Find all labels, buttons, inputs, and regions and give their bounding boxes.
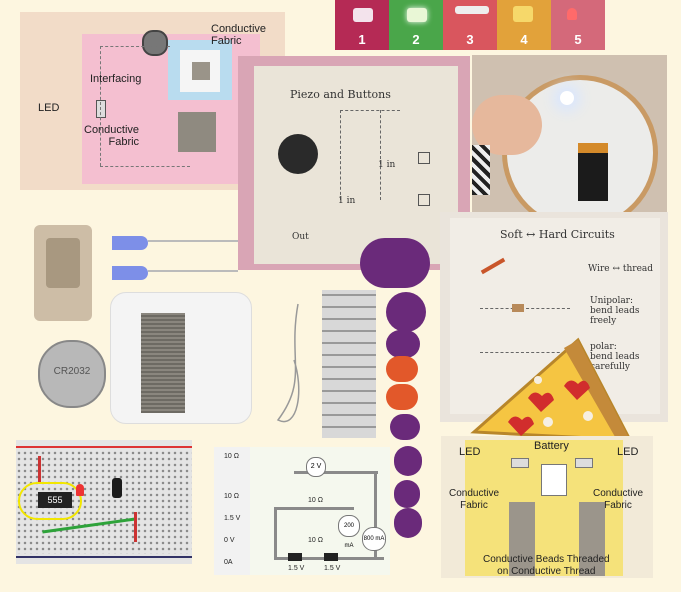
ammeter-icon: 800 mA: [362, 527, 386, 551]
lilypad-board-icon: [386, 356, 418, 382]
pizza-slice-illustration: [470, 337, 633, 442]
lilypad-board-icon: [394, 446, 422, 476]
pizza-diagram-panel: LED Battery LED Conductive Fabric Conduc…: [441, 436, 653, 578]
lilypad-board-icon: [390, 414, 420, 440]
resistor-icon: [512, 304, 524, 312]
ammeter-icon: 200 mA: [338, 515, 360, 549]
lilypad-board-icon: [394, 508, 422, 538]
lilypad-board-icon: [386, 384, 418, 410]
led-icon: [511, 458, 529, 468]
piezo-note: 1 in: [378, 160, 396, 170]
lilypad-board-icon: [394, 480, 420, 508]
voltmeter-icon: 2 V: [306, 457, 326, 477]
sim-tool-label: 0A: [224, 559, 233, 566]
blue-led-icon: [112, 236, 148, 250]
sim-battery-icon: [324, 553, 338, 561]
capacitor-icon: [112, 478, 122, 498]
button-icon: [418, 152, 430, 164]
label-led-right: LED: [617, 446, 639, 458]
led-number: 3: [466, 32, 474, 47]
lilypad-board-icon: [386, 292, 426, 332]
lilypad-board-icon: [386, 330, 420, 358]
piezo-note: 1 in: [338, 196, 356, 206]
sim-tool-label: 10 Ω: [224, 493, 239, 500]
lilypad-board-icon: [360, 238, 430, 288]
led-number: 2: [412, 32, 420, 47]
sim-tool-label: 0 V: [224, 537, 235, 544]
label-battery: Battery: [534, 440, 569, 452]
sim-resistor-label: 10 Ω: [308, 497, 323, 504]
led-number: 1: [358, 32, 366, 47]
soft-circuits-note: Wire ↔ thread: [588, 264, 654, 274]
breadboard-panel: 555: [16, 440, 192, 564]
battery-9v-icon: [578, 143, 608, 201]
button-icon: [418, 194, 430, 206]
coin-cell-icon: [142, 30, 168, 56]
led-icon: [575, 458, 593, 468]
label-beads: Conductive Beads Threaded on Conductive …: [483, 554, 610, 577]
blue-led-icon: [112, 266, 148, 280]
soft-circuits-note: polar: bend leads carefully: [590, 342, 640, 372]
piezo-note: Out: [292, 232, 309, 242]
led-1-icon: [353, 8, 373, 22]
label-fabric-right: Conductive Fabric: [593, 488, 644, 511]
led-4-icon: [513, 6, 533, 22]
coin-battery-text: CR2032: [53, 366, 91, 377]
soft-circuits-note: Unipolar: bend leads freely: [590, 296, 640, 326]
led-icon: [96, 100, 106, 118]
label-conductive-fabric-top: Conductive Fabric: [211, 23, 267, 47]
soft-circuits-title: Soft ↔ Hard Circuits: [500, 228, 615, 241]
soft-hard-circuits-panel: Soft ↔ Hard Circuits Wire ↔ thread Unipo…: [440, 212, 668, 422]
led-number: 4: [520, 32, 528, 47]
sequin-leds-icon: [322, 290, 376, 438]
circuit-simulator-panel: 10 Ω 10 Ω 1.5 V 0 V 0A 2 V 10 Ω 10 Ω 200…: [214, 447, 390, 575]
label-interfacing: Interfacing: [90, 73, 142, 85]
sim-battery-label: 1.5 V: [324, 565, 341, 572]
label-fabric-left: Conductive Fabric: [449, 488, 500, 511]
sim-resistor-label: 10 Ω: [308, 537, 323, 544]
coin-cell-holder-icon: [541, 464, 567, 496]
led-strip-panel: 1 2 3 4 5: [335, 0, 605, 50]
conductive-thread-icon: [276, 303, 300, 423]
sim-tool-label: 1.5 V: [224, 515, 241, 522]
red-led-icon: [76, 484, 84, 496]
piezo-icon: [278, 134, 318, 174]
led-3-icon: [455, 6, 489, 14]
sim-tool-label: 10 Ω: [224, 453, 239, 460]
label-conductive-fabric-bottom: Conductive Fabric: [84, 124, 140, 148]
led-5-icon: [567, 8, 577, 20]
sim-battery-label: 1.5 V: [288, 565, 305, 572]
glowing-led-icon: [560, 91, 574, 105]
led-number: 5: [574, 32, 582, 47]
piezo-title: Piezo and Buttons: [290, 88, 391, 101]
sim-battery-icon: [288, 553, 302, 561]
label-led: LED: [38, 102, 60, 114]
hoop-panel: [472, 55, 667, 213]
coin-battery-icon: CR2032: [38, 340, 106, 408]
thread-bobbin-icon: [110, 292, 252, 424]
piezo-buttons-panel: Piezo and Buttons 1 in 1 in Out: [238, 56, 470, 270]
led-2-icon: [407, 8, 427, 22]
label-led-left: LED: [459, 446, 481, 458]
